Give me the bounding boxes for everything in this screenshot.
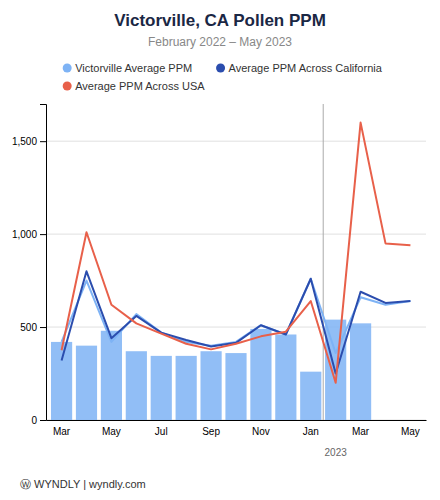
bar — [51, 342, 72, 420]
bar — [225, 353, 246, 420]
bar — [350, 323, 371, 420]
bar — [76, 346, 97, 420]
legend-marker — [63, 82, 72, 91]
bar — [275, 334, 296, 420]
subtitle: February 2022 – May 2023 — [148, 35, 292, 49]
tick: 1,000 — [12, 229, 46, 240]
annotation: 2023 — [325, 447, 348, 458]
tick: Mar — [53, 426, 71, 437]
axis-line — [47, 420, 427, 421]
tick: May — [401, 426, 420, 437]
chart: Victorville, CA Pollen PPM February 2022 … — [0, 0, 440, 500]
tick: Jul — [155, 426, 168, 437]
tick-label: Mar — [53, 426, 71, 437]
tick: 500 — [20, 322, 46, 333]
legend-label: Average PPM Across USA — [75, 80, 205, 92]
legend-marker — [216, 64, 225, 73]
y-axis: 0 500 1,000 1,500 — [12, 105, 47, 426]
tick-mark — [40, 141, 46, 142]
bar — [300, 372, 321, 420]
tick-mark — [40, 327, 46, 328]
axis-line — [40, 105, 47, 421]
bar — [176, 356, 197, 420]
tick-label: Jul — [155, 426, 168, 437]
legend: Victorville Average PPM Average PPM Acros… — [63, 62, 383, 92]
tick: Sep — [202, 426, 220, 437]
tick-mark — [40, 234, 46, 235]
footer: Ⓦ WYNDLY | wyndly.com — [20, 478, 146, 490]
tick-mark — [40, 420, 46, 421]
tick: 1,500 — [12, 136, 46, 147]
tick-label: 500 — [20, 322, 37, 333]
title: Victorville, CA Pollen PPM — [114, 11, 326, 30]
tick-label: Jan — [303, 426, 319, 437]
x-axis: Mar May Jul Sep Nov Jan Mar May — [47, 421, 427, 438]
legend-item: Average PPM Across California — [216, 62, 383, 74]
bar — [101, 331, 122, 420]
tick: Jan — [303, 426, 319, 437]
tick-label: May — [102, 426, 121, 437]
legend-marker — [63, 64, 72, 73]
legend-label: Average PPM Across California — [229, 62, 383, 74]
tick: Nov — [252, 426, 270, 437]
divider — [323, 104, 324, 420]
grid-line — [46, 141, 426, 142]
tick: Mar — [352, 426, 370, 437]
tick-label: Sep — [202, 426, 220, 437]
grid-line — [46, 234, 426, 235]
bar — [151, 356, 172, 420]
marks — [51, 104, 410, 420]
legend-item: Victorville Average PPM — [63, 62, 192, 74]
tick-label: May — [401, 426, 420, 437]
tick-label: Nov — [252, 426, 270, 437]
legend-item: Average PPM Across USA — [63, 80, 206, 92]
tick: 0 — [31, 415, 46, 426]
tick: May — [102, 426, 121, 437]
legend-label: Victorville Average PPM — [75, 62, 192, 74]
plot: 0 500 1,000 1,500 Mar May Jul Sep Nov Jan Mar May 20… — [12, 104, 427, 458]
bar — [200, 351, 221, 420]
line — [62, 123, 411, 383]
bar — [126, 351, 147, 420]
bar — [250, 329, 271, 420]
line — [62, 271, 411, 373]
tick-label: 1,000 — [12, 229, 37, 240]
tick-label: 1,500 — [12, 136, 37, 147]
tick-label: 0 — [31, 415, 37, 426]
tick-label: Mar — [352, 426, 370, 437]
